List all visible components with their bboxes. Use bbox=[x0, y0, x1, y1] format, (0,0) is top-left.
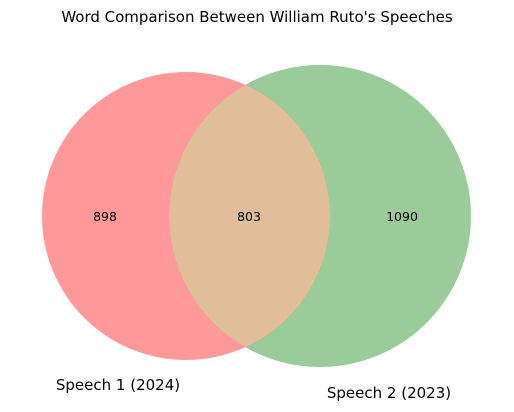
set-b-label: Speech 2 (2023) bbox=[327, 384, 451, 402]
chart-title: Word Comparison Between William Ruto's S… bbox=[61, 8, 453, 26]
count-only-a: 898 bbox=[93, 209, 117, 224]
count-only-b: 1090 bbox=[386, 209, 418, 224]
overlap-region bbox=[169, 72, 330, 360]
count-both: 803 bbox=[237, 209, 261, 224]
set-a-label: Speech 1 (2024) bbox=[56, 376, 180, 394]
